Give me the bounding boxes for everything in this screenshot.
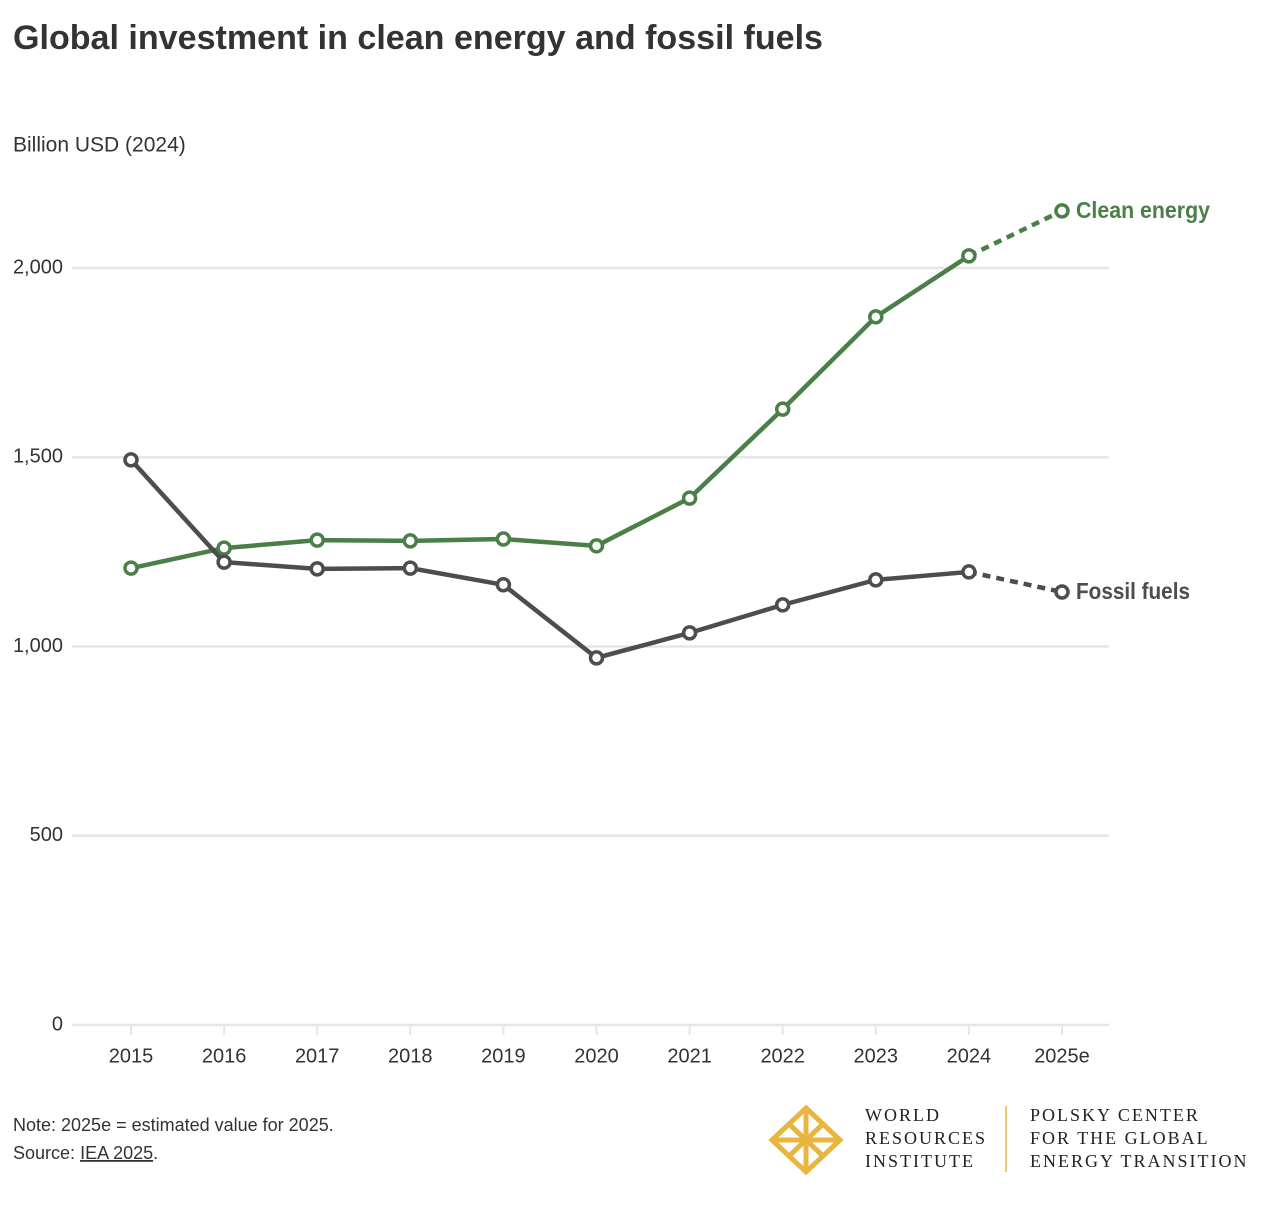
point xyxy=(774,401,791,417)
note: Note: 2025e = estimated value for 2025. xyxy=(13,1115,334,1135)
x-tick-label: 2020 xyxy=(574,1045,619,1067)
point xyxy=(309,532,325,548)
series-label: Fossil fuels xyxy=(1076,578,1190,604)
y-axis-label: Billion USD (2024) xyxy=(13,134,186,157)
x-tick-label: 2016 xyxy=(202,1045,247,1067)
x-tick-label: 2017 xyxy=(295,1045,340,1067)
source-end: . xyxy=(153,1143,158,1163)
source-label: Source: xyxy=(13,1143,75,1163)
series-line xyxy=(129,458,1063,661)
source-link[interactable]: IEA 2025 xyxy=(80,1143,153,1163)
point xyxy=(588,650,605,666)
logo-text: INSTITUTE xyxy=(865,1151,975,1171)
logo-icon xyxy=(768,1104,844,1176)
point xyxy=(216,540,232,556)
y-tick-label: 1,000 xyxy=(13,635,63,657)
series-label: Clean energy xyxy=(1076,197,1210,223)
point xyxy=(868,309,884,325)
series-line xyxy=(130,208,1063,571)
source: Source: IEA 2025. xyxy=(13,1143,158,1163)
point xyxy=(868,572,884,588)
point xyxy=(495,531,512,547)
y-tick-label: 2,000 xyxy=(13,256,63,278)
x-tick-label: 2023 xyxy=(854,1045,899,1067)
point xyxy=(123,560,139,576)
y-tick-label: 1,500 xyxy=(13,446,63,468)
logo-text: ENERGY TRANSITION xyxy=(1030,1151,1249,1171)
logo-text: WORLD xyxy=(865,1105,941,1125)
logo-text: FOR THE GLOBAL xyxy=(1030,1128,1210,1148)
point xyxy=(1054,203,1070,219)
y-tick-label: 0 xyxy=(52,1013,63,1035)
x-tick-label: 2019 xyxy=(481,1045,526,1067)
x-tick-label: 2018 xyxy=(388,1045,433,1067)
point xyxy=(123,452,139,468)
point xyxy=(961,564,977,580)
x-tick-label: 2015 xyxy=(109,1045,154,1067)
point xyxy=(588,538,605,554)
point xyxy=(1054,584,1070,600)
point xyxy=(961,248,977,264)
point xyxy=(681,490,698,506)
point xyxy=(309,561,325,577)
point xyxy=(402,560,419,576)
point xyxy=(216,554,232,570)
point xyxy=(681,625,698,641)
y-tick-label: 500 xyxy=(30,824,63,846)
logo-text: POLSKY CENTER xyxy=(1030,1105,1200,1125)
point xyxy=(774,597,791,613)
chart-title: Global investment in clean energy and fo… xyxy=(13,19,823,57)
logo-text: RESOURCES xyxy=(865,1128,987,1148)
x-tick-label: 2025e xyxy=(1034,1045,1090,1067)
point xyxy=(402,533,419,549)
x-tick-label: 2021 xyxy=(667,1045,712,1067)
x-tick-label: 2024 xyxy=(947,1045,992,1067)
x-tick-label: 2022 xyxy=(760,1045,805,1067)
point xyxy=(495,577,512,593)
